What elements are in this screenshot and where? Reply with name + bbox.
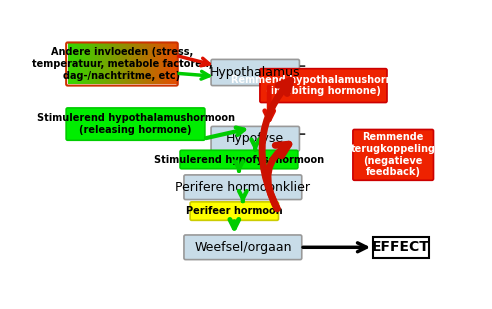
FancyBboxPatch shape — [353, 129, 433, 180]
FancyBboxPatch shape — [211, 59, 300, 86]
Text: Stimulerend hypothalamushormoon
(releasing hormone): Stimulerend hypothalamushormoon (releasi… — [36, 113, 235, 135]
Text: Stimulerend hypofysehormoon: Stimulerend hypofysehormoon — [154, 154, 324, 164]
Bar — [373, 236, 429, 258]
FancyBboxPatch shape — [180, 150, 298, 169]
Text: Perifere hormoonklier: Perifere hormoonklier — [175, 181, 310, 194]
Text: Weefsel/orgaan: Weefsel/orgaan — [194, 241, 292, 254]
Text: Remmende
terugkoppeling
(negatieve
feedback): Remmende terugkoppeling (negatieve feedb… — [351, 133, 436, 177]
FancyBboxPatch shape — [184, 175, 302, 200]
FancyBboxPatch shape — [184, 235, 302, 260]
FancyBboxPatch shape — [66, 108, 205, 140]
FancyBboxPatch shape — [260, 69, 387, 103]
FancyBboxPatch shape — [190, 202, 278, 220]
Text: Perifeer hormoon: Perifeer hormoon — [186, 206, 282, 216]
Text: Hypofyse: Hypofyse — [226, 132, 284, 145]
Text: Remmend hypothalamushormoon
(inhibiting hormone): Remmend hypothalamushormoon (inhibiting … — [231, 75, 416, 96]
Text: Hypothalamus: Hypothalamus — [210, 66, 301, 79]
Text: Andere invloeden (stress,
temperatuur, metabole factoren,
dag-/nachtritme, etc): Andere invloeden (stress, temperatuur, m… — [31, 47, 212, 81]
FancyBboxPatch shape — [211, 126, 300, 151]
Text: –: – — [298, 127, 305, 141]
Text: –: – — [298, 59, 305, 73]
Text: EFFECT: EFFECT — [372, 240, 430, 254]
